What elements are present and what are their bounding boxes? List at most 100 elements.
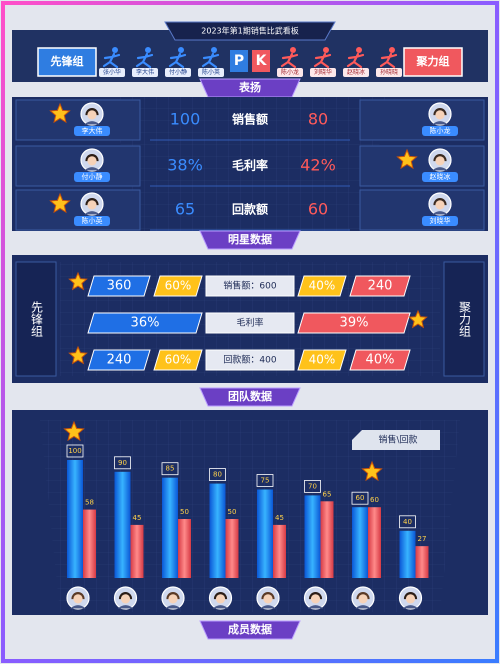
team-value: 40% (309, 353, 336, 367)
value-label: 75 (261, 477, 270, 485)
name-tag (422, 216, 458, 226)
bar (273, 524, 286, 578)
runner-body (379, 52, 398, 69)
avatar-face (435, 156, 445, 166)
avatar-body (432, 121, 448, 125)
star-icon (49, 102, 71, 124)
runner-body (102, 52, 121, 69)
plate (205, 312, 295, 334)
avatar-face (215, 594, 226, 604)
name-tag (74, 216, 110, 226)
team-name: 先锋组 (51, 54, 84, 68)
team-value: 60% (165, 279, 192, 293)
section-tab-label: 团队数据 (228, 389, 272, 403)
section-tab (199, 230, 301, 250)
runner-head (145, 47, 151, 53)
team-metric: 毛利率 (236, 317, 263, 329)
avatar-body (84, 211, 100, 215)
member-tag (376, 68, 402, 77)
value-box (351, 491, 369, 505)
value-label: 40 (403, 518, 412, 526)
bar (257, 489, 273, 578)
star-value: 100 (170, 110, 201, 129)
bar (415, 546, 429, 578)
team-value: 60% (165, 353, 192, 367)
value-label: 60 (370, 496, 379, 504)
bar (130, 524, 144, 578)
value-box (209, 468, 226, 482)
legend: 销售\回款 (378, 434, 417, 446)
member-tag (277, 68, 303, 77)
value-box (114, 456, 131, 470)
star-icon (408, 309, 428, 329)
star-value: 65 (175, 200, 195, 219)
value-label: 65 (323, 490, 332, 498)
avatar-face (87, 200, 97, 210)
person-name: 付小静 (82, 172, 103, 181)
member-tag (310, 68, 336, 77)
avatar-body (260, 605, 276, 609)
team-value: 360 (107, 279, 132, 294)
runner-body (201, 52, 220, 69)
value-label: 58 (85, 499, 94, 507)
bar (399, 530, 416, 578)
plate (153, 349, 203, 371)
metric-label: 回款额 (232, 202, 268, 217)
value-label: 50 (228, 508, 237, 516)
person-name: 陈小龙 (430, 126, 451, 135)
person-name: 李大伟 (82, 126, 103, 135)
team-name: 聚力组 (416, 54, 450, 68)
star-value: 60 (308, 200, 328, 219)
value-box (256, 474, 274, 487)
value-label: 45 (133, 514, 142, 522)
bar (304, 495, 321, 578)
bar (83, 509, 96, 578)
bar (320, 501, 334, 578)
member-name: 刘晓华 (314, 68, 332, 76)
value-label: 50 (180, 508, 189, 516)
avatar-body (70, 605, 86, 609)
value-label: 60 (356, 494, 365, 502)
plate (297, 275, 347, 297)
avatar-body (165, 605, 181, 609)
value-box (399, 515, 416, 529)
runner-head (211, 47, 217, 53)
plate (349, 349, 411, 371)
name-tag (422, 126, 458, 136)
header-title: 2023年第1期销售比武看板 (201, 26, 298, 36)
avatar-body (355, 605, 371, 609)
team-side (15, 261, 57, 377)
plate (87, 275, 151, 297)
team-value: 36% (131, 316, 160, 331)
plate (297, 312, 411, 334)
avatar-body (432, 211, 448, 215)
avatar-face (435, 110, 445, 120)
avatar-face (358, 594, 368, 604)
star-icon (49, 192, 71, 214)
avatar-body (212, 605, 229, 609)
pk-letter: K (256, 53, 268, 69)
runner-body (346, 52, 365, 69)
metric-label: 销售额 (232, 112, 268, 127)
value-label: 27 (418, 535, 427, 543)
runner-body (280, 52, 299, 69)
star-value: 80 (308, 110, 328, 129)
team-value: 40% (309, 279, 336, 293)
team-side (443, 261, 485, 377)
avatar-face (168, 594, 178, 604)
person-name: 刘晓华 (430, 216, 451, 225)
person-card (359, 145, 485, 187)
pk-letter: P (234, 53, 244, 69)
value-label: 70 (308, 482, 317, 490)
title-plate (164, 21, 336, 41)
team-metric: 销售额：600 (223, 280, 276, 292)
bar (368, 507, 381, 578)
team-value: 240 (368, 279, 393, 294)
team-value: 40% (366, 353, 395, 368)
member-tag (165, 68, 191, 77)
person-name: 陈小英 (82, 216, 103, 225)
star-center (110, 97, 390, 231)
team-box (37, 47, 97, 77)
star-icon (63, 420, 85, 442)
plate (87, 312, 203, 334)
